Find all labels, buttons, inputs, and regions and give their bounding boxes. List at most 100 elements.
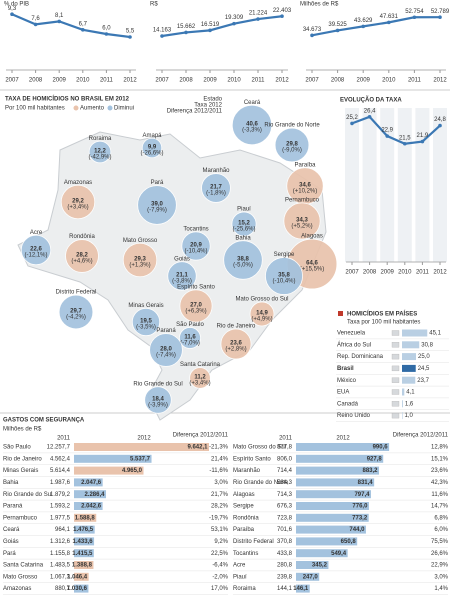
value-2012: 650,8 <box>341 539 357 545</box>
value-label: 25,0 <box>418 354 430 360</box>
value-2012: 773,2 <box>352 515 368 521</box>
state-change: (-7,4%) <box>156 353 176 359</box>
state-bubble <box>88 140 112 164</box>
state-name: Paraná <box>156 328 176 334</box>
category-label: Paraná <box>3 504 23 510</box>
state-bubble <box>189 367 211 389</box>
category-label: Piauí <box>233 574 247 580</box>
column-band <box>345 108 359 262</box>
difference: 12,8% <box>431 445 449 451</box>
value-label: 24,5 <box>418 366 430 372</box>
difference: 26,6% <box>431 551 449 557</box>
state-change: (-3,8%) <box>172 279 192 285</box>
difference: 22,9% <box>431 563 449 569</box>
column-header: 2011 <box>57 436 71 442</box>
difference: 17,0% <box>211 586 229 592</box>
value-label: 23,7 <box>417 378 429 384</box>
state-name: Alagoas <box>301 234 323 240</box>
difference: 21,4% <box>211 456 229 462</box>
state-value: 38,8 <box>237 257 249 263</box>
value-2011: 964,1 <box>55 527 71 533</box>
bar <box>74 537 95 546</box>
bar <box>402 353 416 361</box>
value-2012: 247,0 <box>303 574 319 580</box>
state-value: 14,9 <box>256 311 268 317</box>
value-label: 6,7 <box>79 21 88 27</box>
column-band <box>380 108 395 262</box>
state-bubble <box>231 104 273 146</box>
state-change: (+4,9%) <box>251 317 272 323</box>
value-2011: 280,8 <box>277 563 293 569</box>
difference: 14,7% <box>431 504 449 510</box>
column-band <box>433 108 447 262</box>
bar <box>296 454 384 463</box>
state-value: 40,6 <box>246 122 258 128</box>
state-bubble <box>60 184 96 220</box>
x-tick-label: 2012 <box>433 270 447 276</box>
bar <box>296 549 348 558</box>
state-bubble <box>283 202 321 240</box>
state-change: (+15,5%) <box>300 267 325 273</box>
column-header: Diferença 2012/2011 <box>393 433 449 439</box>
value-2012: 776,0 <box>352 504 368 510</box>
flag <box>391 365 400 372</box>
point <box>280 14 284 19</box>
flag <box>391 353 400 360</box>
x-tick-label: 2008 <box>29 78 43 84</box>
value-2012: 1.388,8 <box>72 563 93 569</box>
value-label: 21,5 <box>399 135 411 141</box>
chart-subtitle: Milhões de R$ <box>3 427 42 433</box>
chart-subtitle: Taxa por 100 mil habitantes <box>347 320 420 326</box>
difference: -19,7% <box>209 515 229 521</box>
state-name: Mato Grosso <box>123 238 158 244</box>
state-value: 35,8 <box>278 273 290 279</box>
x-tick-label: 2009 <box>381 270 395 276</box>
state-value: 29,7 <box>70 309 82 315</box>
category-label: Rio de Janeiro <box>3 456 42 462</box>
bar <box>296 513 369 522</box>
x-tick-label: 2010 <box>382 78 396 84</box>
title-icon <box>338 311 343 316</box>
value-2011: 239,8 <box>277 574 293 580</box>
bar <box>402 341 420 349</box>
state-bubble <box>137 185 177 225</box>
difference: 11,6% <box>431 492 448 498</box>
category-label: África do Sul <box>337 341 371 348</box>
state-bubble <box>131 307 161 337</box>
bar <box>74 513 97 522</box>
difference: 42,3% <box>431 480 449 486</box>
state-value: 22,6 <box>30 247 42 253</box>
line <box>351 115 441 145</box>
state-value: 9,9 <box>148 145 157 151</box>
state-change: (-12,1%) <box>24 253 47 259</box>
chart-title: GASTOS COM SEGURANÇA <box>3 418 85 424</box>
state-bubble <box>141 137 163 159</box>
point <box>361 24 366 29</box>
state-change: (-5,0%) <box>233 263 253 269</box>
difference: -11,6% <box>209 468 228 474</box>
category-label: Roraima <box>233 586 256 592</box>
state-change: (-7,9%) <box>147 208 167 214</box>
legend-swatch <box>107 105 113 111</box>
category-label: Tocantins <box>233 551 258 557</box>
difference: 21,7% <box>211 492 229 498</box>
state-name: Paraíba <box>294 162 316 168</box>
state-change: (-10,4%) <box>272 279 295 285</box>
category-label: Acre <box>233 563 246 569</box>
key-label: Estado <box>203 97 222 103</box>
chart-title: TAXA DE HOMICÍDIOS NO BRASIL EM 2012 <box>5 95 130 103</box>
value-label: 25,2 <box>346 115 358 121</box>
category-label: México <box>337 378 357 384</box>
state-bubble <box>58 294 94 330</box>
category-label: Rio Grande do Norte <box>233 480 289 486</box>
state-change: (-25,6%) <box>232 227 255 233</box>
state-value: 11,6 <box>184 335 196 341</box>
state-change: (-4,2%) <box>66 315 86 321</box>
value-label: 39.525 <box>328 22 347 28</box>
bar <box>296 478 375 487</box>
value-2012: 345,2 <box>312 563 328 569</box>
state-name: Acre <box>30 230 43 236</box>
value-label: 26,4 <box>364 108 376 114</box>
state-change: (-42,9%) <box>88 155 111 161</box>
difference: 53,1% <box>211 527 229 533</box>
